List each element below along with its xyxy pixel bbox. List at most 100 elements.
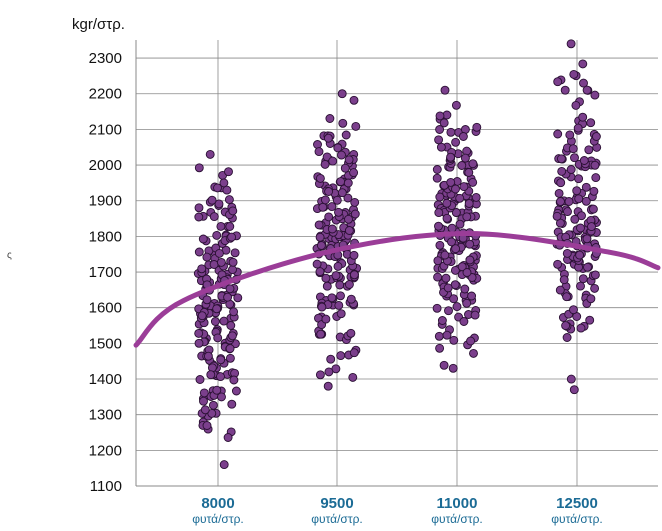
data-point	[553, 77, 563, 87]
data-point	[199, 396, 208, 406]
data-point	[573, 123, 583, 133]
data-point	[576, 223, 585, 233]
data-point	[581, 196, 591, 206]
data-point	[320, 195, 330, 205]
data-point	[332, 195, 342, 205]
data-point	[582, 85, 592, 95]
data-point	[209, 260, 219, 269]
data-point	[432, 173, 442, 183]
data-point	[216, 372, 225, 382]
data-point	[335, 280, 345, 290]
data-point	[562, 248, 572, 258]
data-point	[569, 385, 579, 395]
data-point	[344, 226, 354, 235]
data-point	[325, 114, 335, 123]
data-point	[315, 267, 325, 277]
data-point	[583, 262, 592, 272]
data-point	[434, 221, 443, 231]
data-point	[556, 197, 565, 206]
data-point	[435, 111, 445, 121]
data-point	[219, 178, 229, 188]
data-point	[313, 140, 322, 149]
data-point	[584, 145, 594, 155]
data-point	[318, 202, 328, 212]
data-point	[556, 178, 566, 188]
data-point	[195, 375, 205, 384]
data-point	[565, 130, 575, 140]
side-mark: ς	[7, 250, 12, 261]
data-point	[226, 321, 236, 330]
data-point	[214, 199, 224, 209]
data-point	[321, 273, 331, 283]
data-point	[316, 329, 326, 339]
y-axis: 1100 1200 1300 1400 1500 1600 1700 1800 1900 2000…	[89, 50, 122, 495]
data-point	[197, 264, 207, 274]
data-point	[334, 207, 343, 217]
data-point	[344, 155, 354, 165]
data-point	[349, 348, 359, 358]
data-point	[340, 163, 350, 173]
data-point	[570, 153, 579, 163]
data-point	[225, 284, 235, 294]
data-point	[442, 198, 452, 208]
data-point	[219, 316, 229, 326]
data-point	[566, 165, 576, 174]
data-point	[435, 240, 445, 250]
data-point	[194, 203, 204, 213]
x-category-label: 12500	[556, 495, 598, 512]
data-point	[228, 206, 238, 216]
data-point	[432, 165, 442, 174]
data-point	[324, 367, 334, 377]
data-point	[212, 230, 222, 240]
data-point	[216, 257, 226, 267]
data-point	[446, 127, 456, 137]
data-point	[343, 178, 353, 188]
data-point	[341, 130, 351, 140]
y-axis-label: kgr/στρ.	[72, 16, 125, 33]
data-point	[470, 310, 480, 320]
data-point	[581, 182, 591, 192]
data-point	[194, 163, 204, 173]
data-point	[589, 186, 599, 196]
data-point	[202, 295, 212, 305]
y-tick-label: 2000	[89, 157, 122, 174]
y-tick-label: 1600	[89, 300, 122, 317]
data-point	[233, 293, 243, 303]
data-point	[585, 315, 595, 325]
data-point	[458, 132, 468, 141]
data-point	[455, 219, 465, 229]
data-point	[336, 309, 346, 319]
data-point	[587, 222, 596, 232]
data-point	[462, 268, 472, 277]
data-point	[316, 241, 326, 250]
data-point	[349, 270, 359, 280]
data-point	[447, 237, 456, 247]
data-point	[439, 118, 449, 128]
data-point	[199, 388, 209, 398]
y-tick-label: 1300	[89, 407, 122, 424]
data-point	[323, 381, 333, 391]
data-point	[440, 250, 450, 260]
data-point	[349, 95, 359, 105]
data-point	[553, 129, 563, 139]
data-point	[446, 152, 456, 162]
data-point	[466, 336, 476, 346]
data-point	[566, 374, 576, 384]
y-tick-label: 1100	[90, 478, 122, 495]
data-point	[451, 244, 461, 254]
data-point	[312, 259, 322, 269]
data-point	[349, 250, 359, 260]
data-point	[346, 328, 356, 338]
data-point	[213, 183, 222, 193]
data-point	[462, 212, 472, 222]
data-point	[224, 167, 233, 177]
data-point	[225, 222, 235, 231]
data-point	[586, 118, 596, 128]
data-point	[451, 184, 460, 194]
data-point	[472, 122, 482, 132]
data-point	[202, 252, 212, 262]
data-point	[575, 250, 585, 260]
data-point	[455, 193, 465, 203]
data-point	[590, 90, 600, 100]
